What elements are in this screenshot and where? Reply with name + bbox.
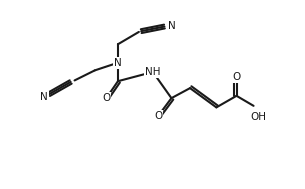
Text: O: O bbox=[102, 93, 110, 103]
Text: NH: NH bbox=[145, 67, 160, 77]
Text: N: N bbox=[114, 58, 122, 68]
Text: O: O bbox=[232, 72, 241, 82]
Text: O: O bbox=[154, 111, 162, 121]
Text: N: N bbox=[168, 21, 176, 31]
Text: OH: OH bbox=[250, 112, 266, 122]
Text: N: N bbox=[41, 92, 48, 102]
